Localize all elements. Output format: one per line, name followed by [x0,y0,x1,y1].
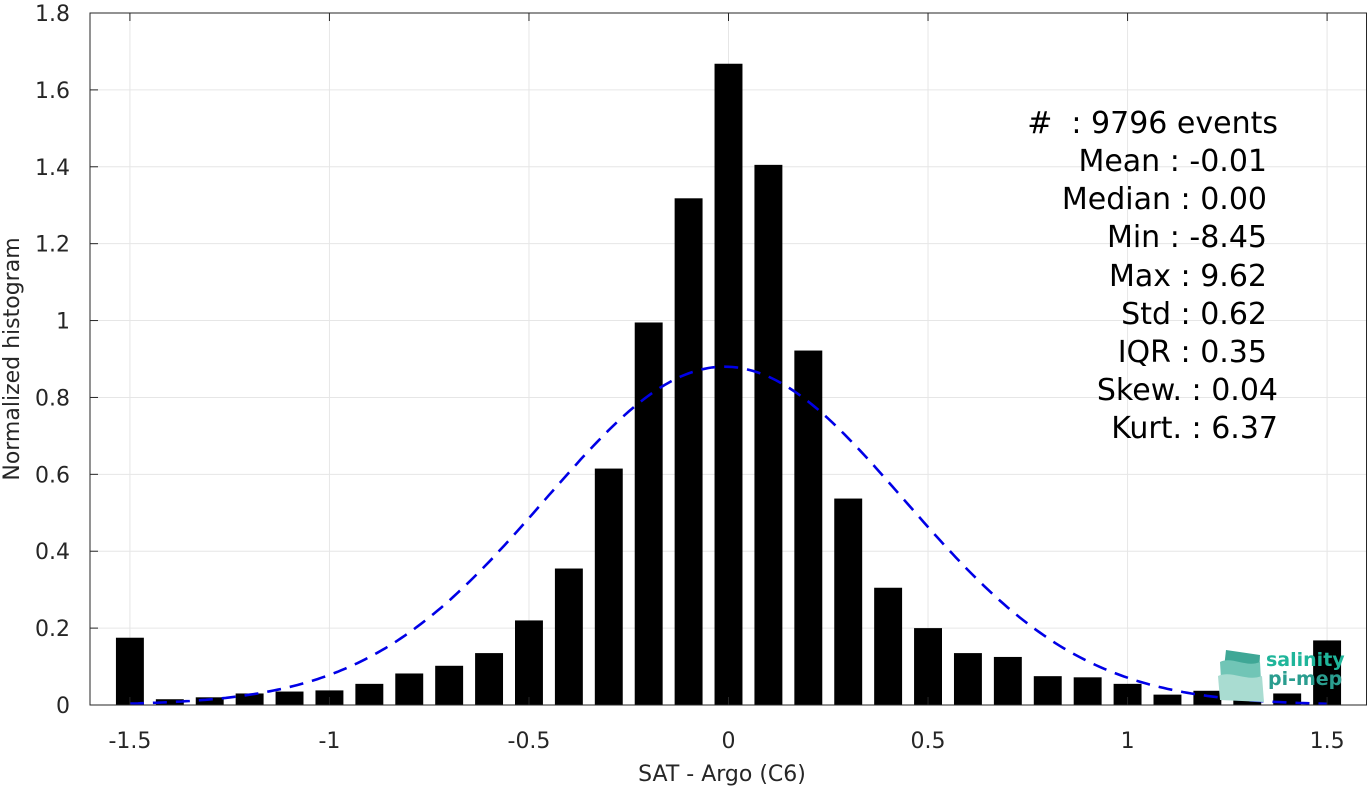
stat-kurtosis: Kurt. : 6.37 [1111,411,1278,446]
histogram-bar [874,587,903,705]
histogram-bar [1073,677,1102,705]
histogram-bar [993,656,1022,705]
x-tick-label: 0 [722,729,736,754]
salinity-pi-mep-logo: salinity pi-mep [1218,649,1345,702]
stat-max: Max : 9.62 [1109,259,1267,294]
stat-median: Median : 0.00 [1062,182,1267,217]
y-tick-label: 0.8 [35,386,70,411]
histogram-bar [195,697,224,705]
y-tick-label: 1.2 [35,233,70,258]
y-axis: 0 0.2 0.4 0.6 0.8 1 1.2 1.4 1.6 1.8 [35,2,98,719]
histogram-bar [1273,693,1302,705]
histogram-bar [235,693,264,705]
normal-fit-curve [129,365,1328,706]
logo-text-line1: salinity [1266,649,1345,671]
y-tick-label: 0 [56,694,70,719]
histogram-bar [674,198,703,705]
stat-iqr: IQR : 0.35 [1118,335,1267,370]
histogram-bar [1313,640,1342,705]
stat-min: Min : -8.45 [1107,220,1267,255]
histogram-bar [594,468,623,705]
histogram-bar [953,653,982,705]
stat-mean: Mean : -0.01 [1078,144,1267,179]
x-tick-label: 1 [1121,729,1135,754]
histogram-bar [754,164,783,705]
x-tick-label: 1.5 [1310,729,1345,754]
histogram-bar [914,628,942,705]
y-tick-label: 0.2 [35,617,70,642]
stat-skewness: Skew. : 0.04 [1097,373,1278,408]
x-tick-label: -0.5 [508,729,551,754]
x-axis: -1.5 -1 -0.5 0 0.5 1 1.5 [108,13,1345,754]
histogram-bar [714,63,743,706]
x-tick-label: -1 [318,729,340,754]
y-tick-label: 1 [56,310,70,335]
histogram-bar [435,665,464,705]
y-tick-label: 1.4 [35,156,70,181]
histogram-bar [1233,699,1262,705]
y-tick-label: 1.8 [35,2,70,27]
y-tick-label: 1.6 [35,79,70,104]
histogram-bar [554,568,583,705]
histogram-bar [475,653,504,705]
stat-std: Std : 0.62 [1121,297,1267,332]
histogram-bar [1033,676,1062,705]
histogram-bar [115,637,144,705]
y-tick-label: 0.6 [35,463,70,488]
x-tick-label: -1.5 [108,729,151,754]
histogram-bar [155,699,184,705]
histogram-bar [395,673,424,705]
statistics-box: # : 9796 events Mean : -0.01 Median : 0.… [1027,106,1278,446]
histogram-bar [355,683,384,705]
logo-text-line2: pi-mep [1268,668,1342,690]
histogram-bar [515,620,543,705]
histogram-bar [834,498,863,705]
histogram-bar [1153,694,1182,705]
histogram-bar [1113,683,1142,705]
y-tick-label: 0.4 [35,540,70,565]
x-tick-label: 0.5 [911,729,946,754]
x-axis-title: SAT - Argo (C6) [638,762,806,787]
stat-events: # : 9796 events [1027,106,1278,141]
y-axis-title: Normalized histogram [0,237,25,480]
histogram-bar [275,691,304,705]
histogram-bar [634,322,663,705]
histogram-bar [1193,690,1222,705]
histogram-bar [794,350,823,705]
wave-logo-icon [1218,650,1264,702]
